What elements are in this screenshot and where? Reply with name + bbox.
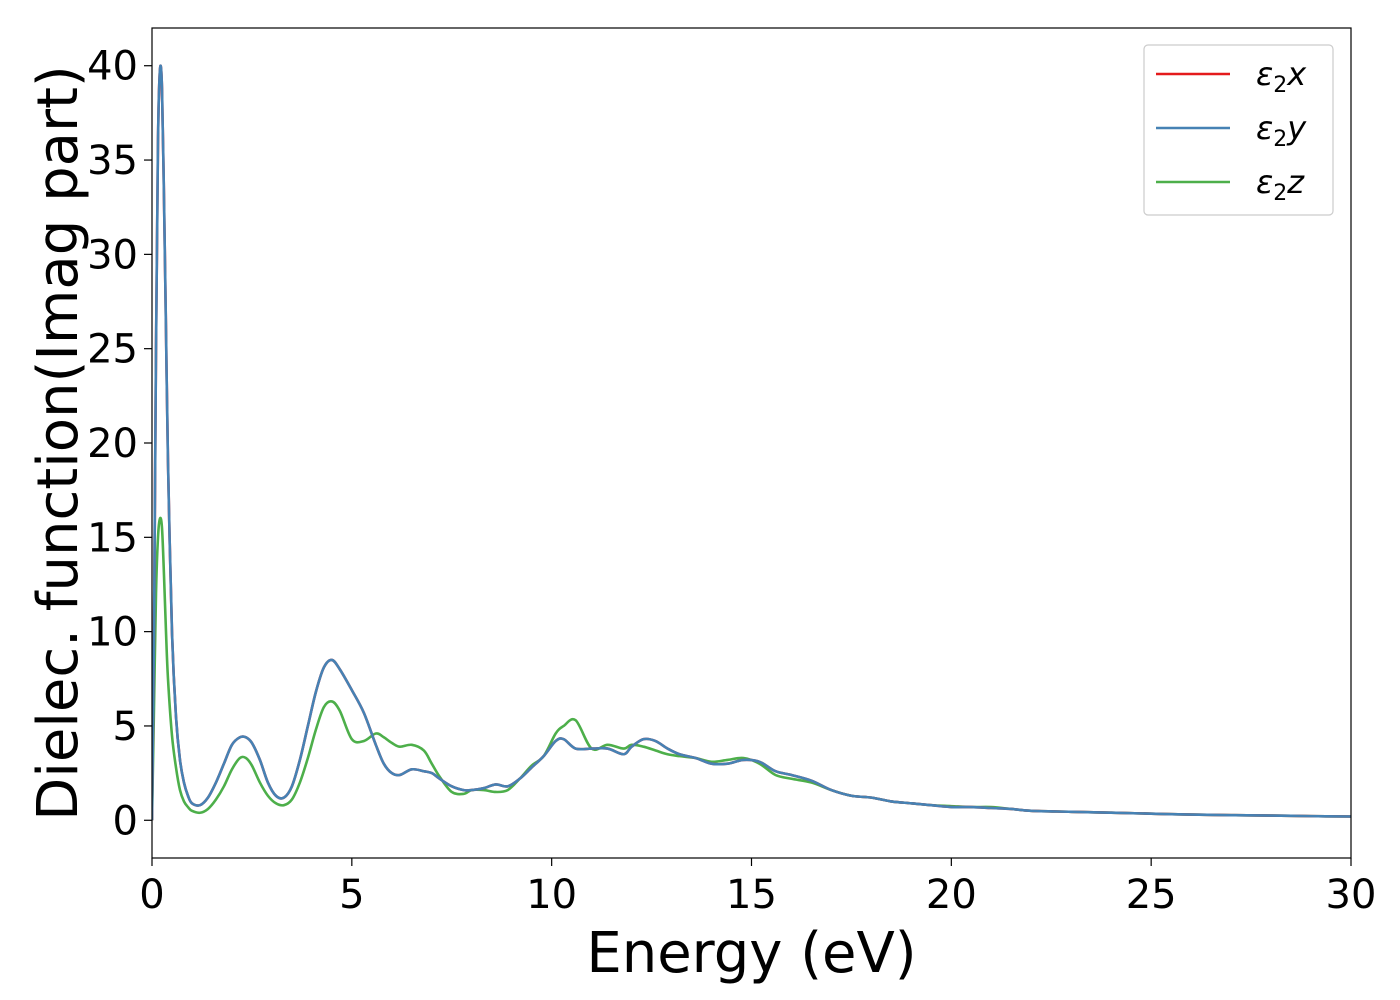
legend-label: ε2x — [1256, 55, 1307, 98]
legend-box — [1143, 44, 1334, 216]
x-axis-ticks: 0 5 10 15 20 25 30 — [139, 858, 1376, 918]
x-tick-label: 20 — [926, 872, 977, 918]
y-tick: 35 — [87, 138, 152, 184]
legend-entry: ε2x — [1156, 55, 1307, 98]
y-tick: 40 — [87, 44, 152, 90]
x-tick: 25 — [1126, 858, 1177, 918]
legend-label: ε2y — [1256, 109, 1307, 152]
legend-entry: ε2y — [1156, 109, 1307, 152]
y-tick: 5 — [113, 704, 152, 750]
series-line-z — [152, 516, 1351, 821]
y-tick-label: 5 — [113, 704, 138, 750]
y-axis-label: Dielec. function(Imag part) — [26, 65, 91, 821]
x-tick-label: 5 — [339, 872, 364, 918]
x-tick: 10 — [526, 858, 577, 918]
x-axis-label: Energy (eV) — [586, 921, 916, 986]
legend-entry: ε2z — [1156, 163, 1305, 206]
x-tick: 0 — [139, 858, 165, 918]
y-tick-label: 40 — [87, 44, 138, 90]
x-tick-label: 15 — [726, 872, 777, 918]
y-tick-label: 10 — [87, 610, 138, 656]
y-tick: 25 — [87, 327, 152, 373]
x-tick-label: 30 — [1326, 872, 1377, 918]
y-tick-label: 15 — [87, 515, 138, 561]
y-tick-label: 25 — [87, 327, 138, 373]
y-tick: 20 — [87, 421, 152, 467]
y-tick: 0 — [113, 798, 152, 844]
series-line-y — [152, 64, 1351, 821]
x-tick: 15 — [726, 858, 777, 918]
y-tick: 10 — [87, 610, 152, 656]
x-tick-label: 10 — [526, 872, 577, 918]
x-tick-label: 0 — [139, 872, 164, 918]
y-axis-ticks: 0 5 10 15 20 25 30 35 40 — [87, 44, 152, 844]
x-tick: 30 — [1326, 858, 1377, 918]
y-tick: 15 — [87, 515, 152, 561]
y-tick-label: 0 — [113, 798, 138, 844]
series-lines — [152, 64, 1351, 821]
y-tick-label: 30 — [87, 232, 138, 278]
x-tick-label: 25 — [1126, 872, 1177, 918]
y-tick-label: 35 — [87, 138, 138, 184]
x-tick: 20 — [926, 858, 977, 918]
legend: ε2x ε2y ε2z — [1143, 44, 1334, 216]
x-tick: 5 — [339, 858, 365, 918]
legend-label: ε2z — [1256, 163, 1305, 206]
y-tick: 30 — [87, 232, 152, 278]
y-tick-label: 20 — [87, 421, 138, 467]
